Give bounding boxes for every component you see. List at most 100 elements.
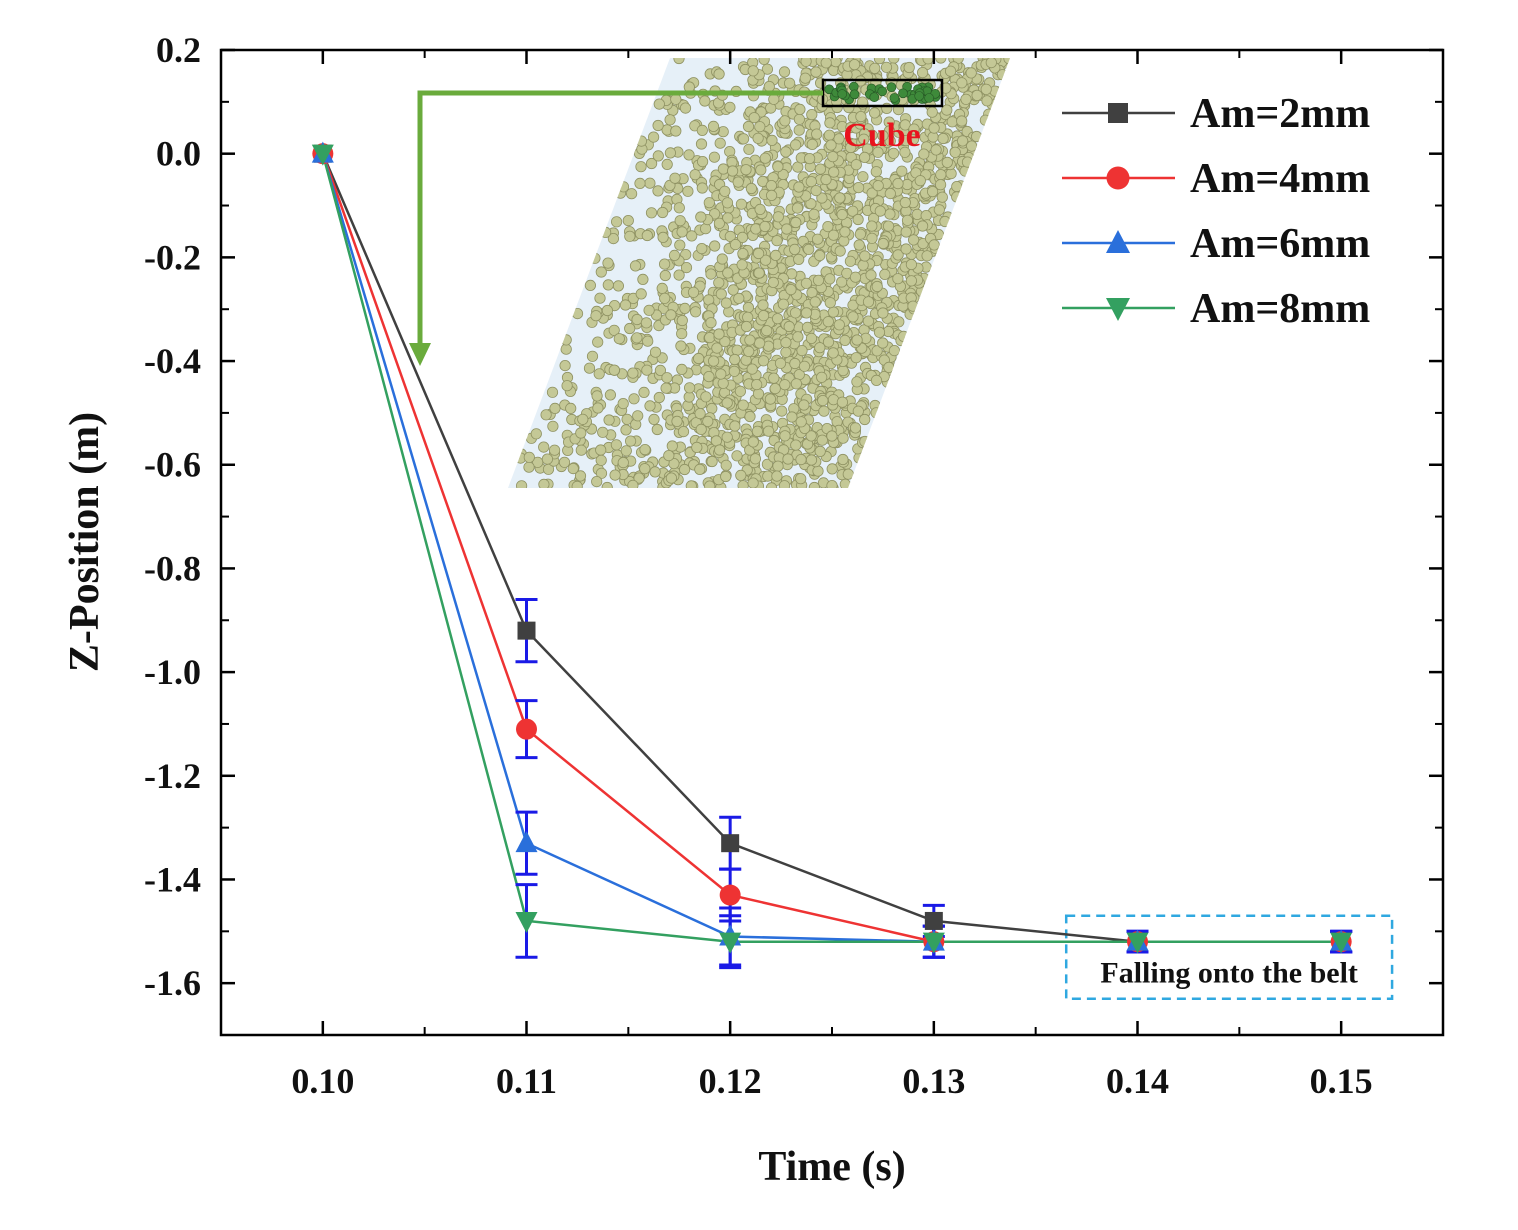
particle bbox=[734, 385, 747, 397]
particle bbox=[785, 283, 797, 296]
particle bbox=[905, 275, 918, 287]
y-tick-label: -1.4 bbox=[144, 859, 201, 899]
particle bbox=[649, 346, 662, 358]
particle bbox=[800, 277, 813, 289]
particle bbox=[635, 135, 648, 147]
particle bbox=[755, 164, 767, 176]
legend-marker-3 bbox=[1106, 230, 1130, 253]
particle bbox=[757, 310, 770, 322]
particle bbox=[747, 436, 759, 448]
particle bbox=[740, 320, 753, 333]
particle bbox=[928, 122, 940, 134]
particle bbox=[719, 185, 731, 197]
particle bbox=[768, 372, 780, 384]
particle bbox=[765, 189, 778, 201]
cube-particle bbox=[924, 93, 934, 103]
particle bbox=[638, 386, 650, 398]
particle bbox=[538, 478, 550, 488]
particle bbox=[959, 165, 971, 177]
particle bbox=[678, 463, 691, 476]
particle bbox=[546, 386, 559, 398]
particle bbox=[852, 213, 864, 226]
x-tick-label: 0.14 bbox=[1106, 1061, 1169, 1101]
particle bbox=[873, 58, 886, 65]
particle bbox=[602, 257, 614, 269]
particle bbox=[888, 58, 900, 64]
particle bbox=[565, 402, 577, 414]
particle bbox=[883, 361, 895, 373]
particle bbox=[742, 120, 755, 133]
particle bbox=[888, 344, 901, 357]
particle bbox=[641, 364, 653, 376]
particle bbox=[676, 226, 688, 238]
particle bbox=[808, 481, 821, 488]
particle bbox=[631, 313, 643, 326]
particle bbox=[694, 407, 706, 420]
particle bbox=[656, 206, 669, 219]
y-tick-label: 0.0 bbox=[156, 134, 201, 174]
particle bbox=[801, 321, 814, 333]
particle bbox=[559, 359, 571, 372]
particle bbox=[793, 124, 805, 136]
marker-series-2 bbox=[719, 884, 741, 906]
particle bbox=[899, 146, 911, 158]
y-tick-label: -0.6 bbox=[144, 445, 201, 485]
particle bbox=[610, 216, 623, 228]
particle bbox=[682, 185, 694, 197]
particle bbox=[653, 391, 665, 404]
particle bbox=[548, 444, 561, 456]
particle bbox=[674, 239, 686, 251]
particle bbox=[783, 320, 795, 333]
particle bbox=[716, 253, 728, 265]
particle bbox=[834, 192, 846, 204]
particle bbox=[854, 228, 867, 240]
particle bbox=[595, 266, 607, 278]
particle bbox=[584, 279, 597, 291]
cube-particle bbox=[849, 89, 860, 100]
particle bbox=[834, 245, 846, 257]
particle bbox=[874, 205, 886, 217]
particle bbox=[586, 350, 599, 362]
particle bbox=[824, 117, 836, 129]
particle bbox=[617, 456, 629, 469]
y-axis-title: Z-Position (m) bbox=[62, 412, 108, 672]
particle bbox=[870, 407, 882, 419]
particle bbox=[868, 107, 881, 119]
particle bbox=[653, 98, 665, 110]
particle bbox=[833, 319, 845, 331]
particle bbox=[866, 232, 878, 244]
particle bbox=[901, 178, 913, 191]
particle bbox=[842, 468, 854, 480]
particle bbox=[608, 324, 620, 336]
particle bbox=[772, 161, 784, 173]
particle bbox=[769, 382, 781, 395]
particle bbox=[649, 466, 661, 478]
y-tick-label: -0.2 bbox=[144, 237, 201, 277]
particle bbox=[851, 334, 863, 346]
cube-particle bbox=[889, 93, 900, 103]
particle bbox=[669, 172, 681, 184]
particle bbox=[877, 237, 889, 250]
y-tick-label: 0.2 bbox=[156, 30, 201, 70]
particle bbox=[850, 352, 862, 364]
particle bbox=[652, 119, 664, 132]
particle bbox=[857, 259, 869, 271]
particle bbox=[778, 66, 791, 78]
particle bbox=[674, 215, 686, 227]
particle bbox=[571, 307, 584, 320]
particle bbox=[765, 482, 778, 488]
particle bbox=[639, 463, 651, 475]
particle bbox=[795, 473, 807, 485]
particle bbox=[560, 334, 572, 346]
particle bbox=[637, 273, 649, 285]
particle bbox=[683, 382, 696, 394]
particle bbox=[782, 453, 794, 465]
particle bbox=[970, 130, 983, 143]
particle bbox=[926, 186, 939, 198]
particle bbox=[717, 377, 729, 389]
particle bbox=[789, 357, 801, 370]
particle bbox=[750, 223, 762, 235]
particle bbox=[936, 191, 948, 203]
particle bbox=[870, 374, 883, 386]
particle bbox=[593, 368, 605, 380]
